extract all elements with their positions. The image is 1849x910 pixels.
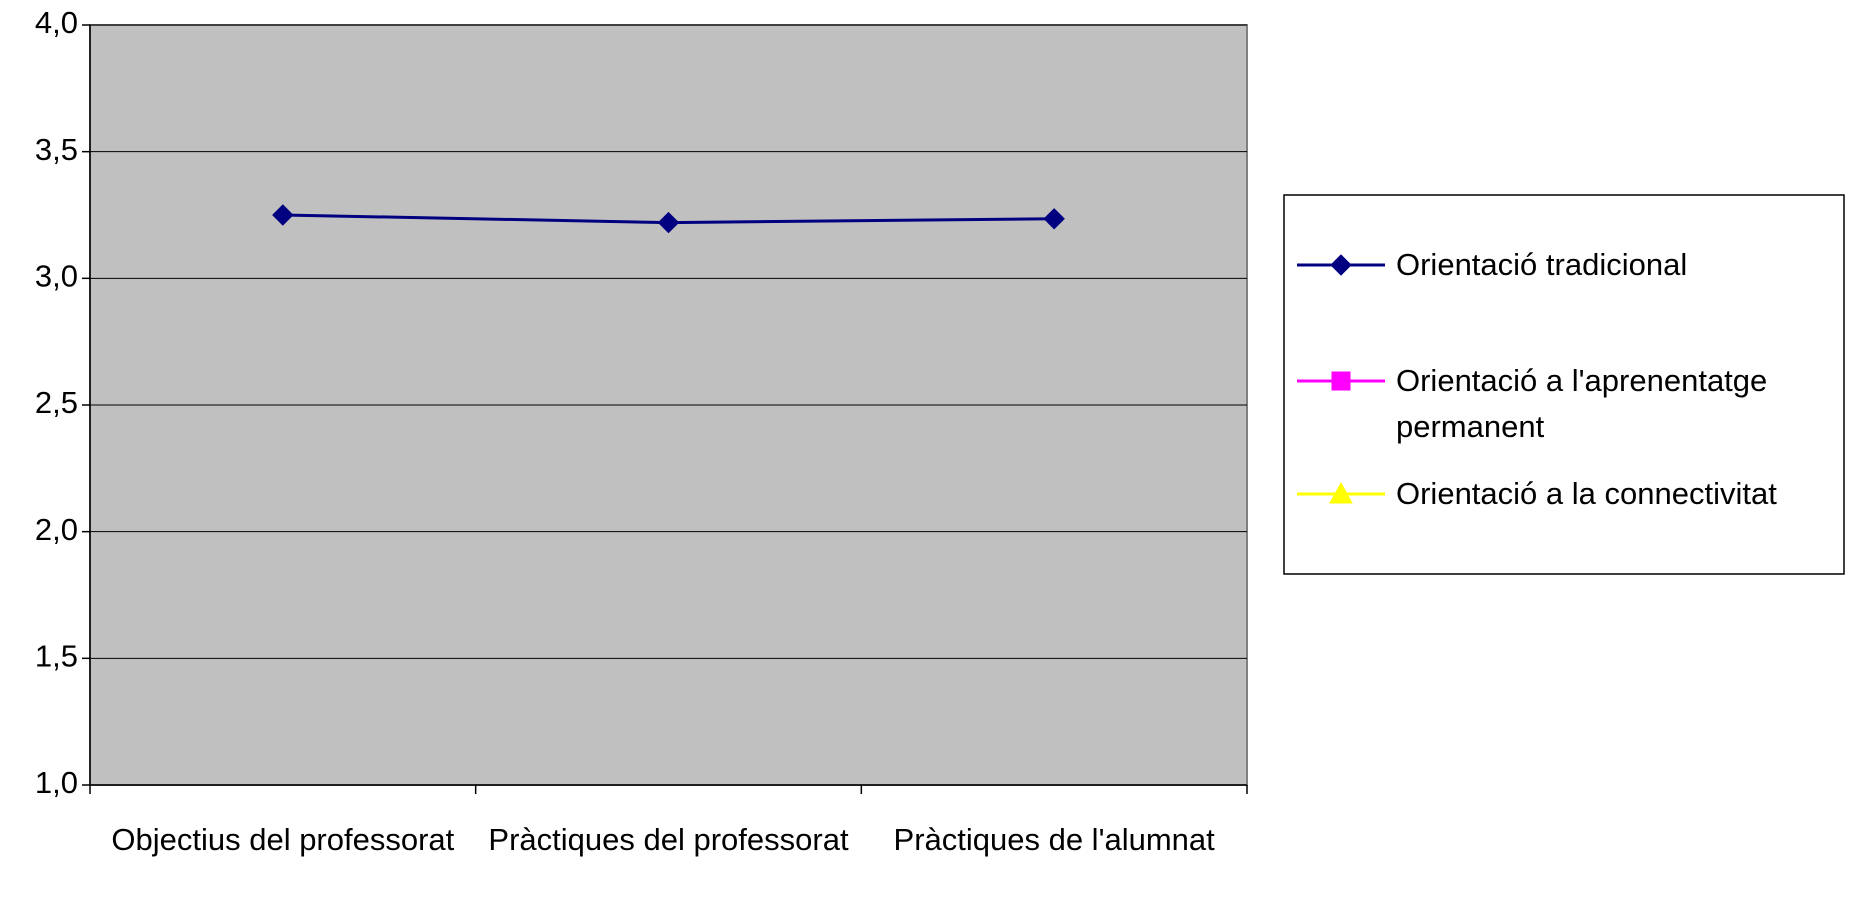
x-tick-label: Objectius del professorat — [111, 822, 455, 857]
legend-marker — [1331, 371, 1351, 391]
x-tick-label: Pràctiques del professorat — [488, 822, 849, 857]
legend-box — [1283, 194, 1845, 575]
legend-label: Orientació tradicional — [1396, 247, 1688, 282]
legend-label: Orientació a la connectivitat — [1396, 476, 1777, 511]
legend-marker — [1329, 481, 1353, 504]
y-tick-label: 2,5 — [35, 385, 78, 420]
y-tick-label: 1,5 — [35, 639, 78, 674]
y-tick-label: 4,0 — [35, 5, 78, 40]
y-tick-label: 1,0 — [35, 765, 78, 800]
y-tick-label: 3,0 — [35, 259, 78, 294]
x-tick-label: Pràctiques de l'alumnat — [893, 822, 1215, 857]
data-point — [272, 204, 294, 226]
legend-label: Orientació a l'aprenentatge permanent — [1396, 363, 1768, 444]
legend-marker — [1330, 254, 1352, 276]
y-tick-label: 3,5 — [35, 132, 78, 167]
data-point — [1043, 208, 1065, 230]
y-tick-label: 2,0 — [35, 512, 78, 547]
data-point — [657, 211, 680, 234]
